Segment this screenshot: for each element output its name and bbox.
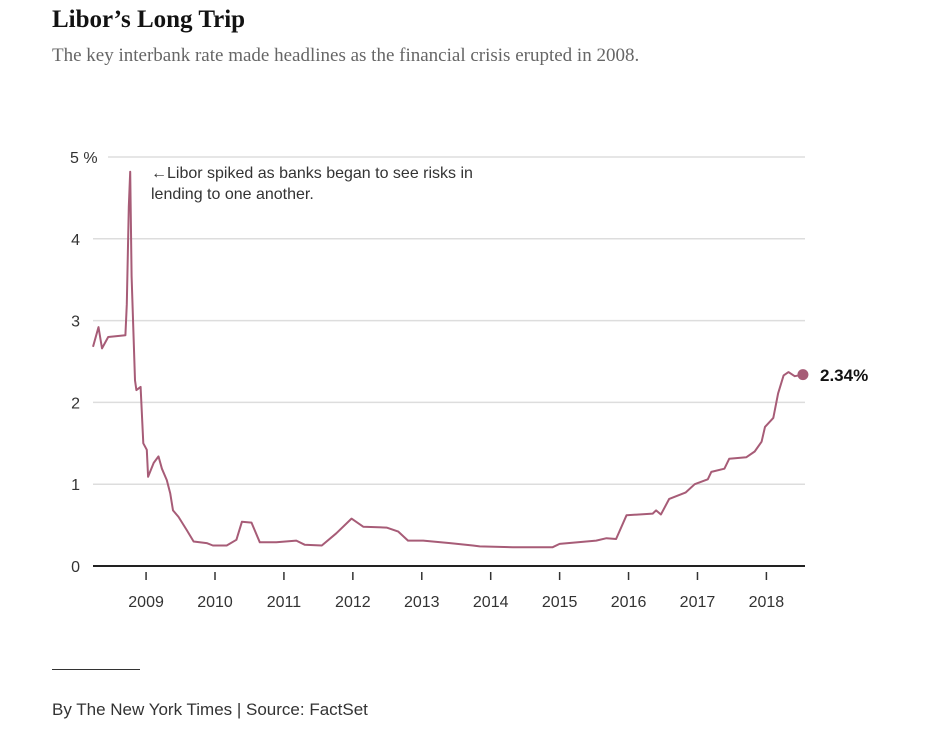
- x-tick-label: 2014: [473, 594, 509, 611]
- x-tick-label: 2018: [749, 594, 785, 611]
- spike-annotation: ←Libor spiked as banks began to see risk…: [151, 165, 473, 203]
- chart-subtitle: The key interbank rate made headlines as…: [52, 45, 640, 66]
- libor-series-line: [92, 170, 804, 549]
- y-tick-label: 3: [71, 314, 80, 331]
- x-tick-label: 2010: [197, 594, 233, 611]
- y-tick-label: 4: [71, 232, 80, 249]
- x-tick-label: 2016: [611, 594, 647, 611]
- footer-divider: [52, 669, 140, 670]
- x-tick-label: 2009: [128, 594, 164, 611]
- y-tick-label: 2: [71, 395, 80, 412]
- x-tick-label: 2011: [267, 594, 302, 611]
- end-point-marker: [797, 369, 809, 381]
- x-tick-label: 2013: [404, 594, 440, 611]
- x-tick-label: 2012: [335, 594, 371, 611]
- y-tick-label: 0: [71, 559, 80, 576]
- chart-title: Libor’s Long Trip: [52, 6, 246, 33]
- y-tick-label: 1: [71, 477, 80, 494]
- end-value-label: 2.34%: [820, 366, 869, 385]
- x-tick-label: 2017: [680, 594, 716, 611]
- source-credit: By The New York Times | Source: FactSet: [52, 700, 368, 719]
- y-tick-label: 5 %: [70, 150, 98, 167]
- x-tick-label: 2015: [542, 594, 578, 611]
